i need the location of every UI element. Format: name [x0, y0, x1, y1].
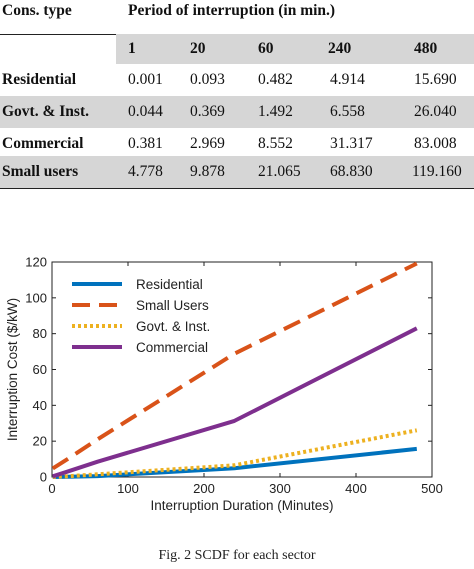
- cell-value: 0.093: [190, 71, 225, 88]
- series-line-govt-inst: [52, 428, 418, 479]
- cell-value: 0.482: [258, 71, 293, 88]
- cell-value: 9.878: [190, 163, 225, 180]
- periods-header-row: 1 20 60 240 480: [116, 34, 474, 64]
- scdf-chart: 0 100 200 300 400 500 0 20 40 60 80 100 120 Interrupt…: [0, 250, 474, 530]
- x-tick-label: 0: [48, 481, 55, 496]
- consumer-type-header: Cons. type: [2, 2, 72, 19]
- cell-value: 8.552: [258, 135, 293, 152]
- y-tick-label: 60: [33, 362, 47, 377]
- legend-entry: Residential: [136, 277, 203, 292]
- cell-value: 1.492: [258, 103, 293, 120]
- table-row: Commercial 0.381 2.969 8.552 31.317 83.0…: [0, 128, 474, 160]
- cell-value: 119.160: [412, 163, 462, 180]
- cell-value: 31.317: [330, 135, 373, 152]
- y-tick-label: 0: [40, 470, 47, 485]
- cell-value: 6.558: [330, 103, 365, 120]
- table-row: Small users 4.778 9.878 21.065 68.830 11…: [0, 156, 474, 188]
- chart-svg: 0 100 200 300 400 500 0 20 40 60 80 100 120 Interrupt…: [5, 255, 443, 514]
- cell-value: 0.001: [128, 71, 163, 88]
- period-cell: 1: [128, 40, 136, 57]
- table-rule: [0, 188, 474, 189]
- series-lines: [51, 261, 418, 479]
- cell-value: 83.008: [414, 135, 457, 152]
- chart-legend: Residential Small Users Govt. & Inst. Comme…: [72, 277, 210, 355]
- row-label: Commercial: [2, 135, 84, 152]
- x-tick-label: 300: [269, 481, 291, 496]
- period-cell: 60: [258, 40, 274, 57]
- period-cell: 240: [328, 40, 352, 57]
- cell-value: 0.381: [128, 135, 163, 152]
- legend-entry: Small Users: [136, 298, 209, 313]
- y-tick-label: 80: [33, 326, 47, 341]
- y-tick-label: 40: [33, 398, 47, 413]
- cell-value: 21.065: [258, 163, 301, 180]
- row-label: Govt. & Inst.: [2, 103, 89, 120]
- figure-caption: Fig. 2 SCDF for each sector: [158, 548, 316, 563]
- cell-value: 0.369: [190, 103, 225, 120]
- legend-entry: Commercial: [136, 340, 208, 355]
- legend-entry: Govt. & Inst.: [136, 319, 210, 334]
- cell-value: 4.914: [330, 71, 365, 88]
- cell-value: 4.778: [128, 163, 163, 180]
- plot-frame: [51, 261, 433, 478]
- cell-value: 26.040: [414, 103, 457, 120]
- table-row: Govt. & Inst. 0.044 0.369 1.492 6.558 26…: [0, 96, 474, 128]
- y-tick-label: 100: [25, 290, 47, 305]
- period-cell: 20: [190, 40, 206, 57]
- series-line-commercial: [52, 326, 418, 479]
- row-label: Residential: [2, 71, 77, 88]
- table-row: Residential 0.001 0.093 0.482 4.914 15.6…: [0, 64, 474, 96]
- cell-value: 2.969: [190, 135, 225, 152]
- cell-value: 15.690: [414, 71, 457, 88]
- x-tick-label: 200: [193, 481, 215, 496]
- y-tick-label: 120: [25, 255, 47, 270]
- row-label: Small users: [2, 163, 79, 180]
- x-axis-label: Interruption Duration (Minutes): [150, 498, 333, 513]
- series-line-small-users: [51, 261, 418, 471]
- cell-value: 68.830: [330, 163, 373, 180]
- x-tick-label: 500: [421, 481, 443, 496]
- y-tick-label: 20: [33, 434, 47, 449]
- period-header: Period of interruption (in min.): [128, 2, 336, 19]
- cell-value: 0.044: [128, 103, 163, 120]
- table-header-row: Cons. type Period of interruption (in mi…: [0, 0, 474, 34]
- y-axis-label: Interruption Cost ($/kW): [5, 298, 20, 441]
- x-tick-label: 100: [117, 481, 139, 496]
- x-tick-label: 400: [345, 481, 367, 496]
- period-cell: 480: [414, 40, 438, 57]
